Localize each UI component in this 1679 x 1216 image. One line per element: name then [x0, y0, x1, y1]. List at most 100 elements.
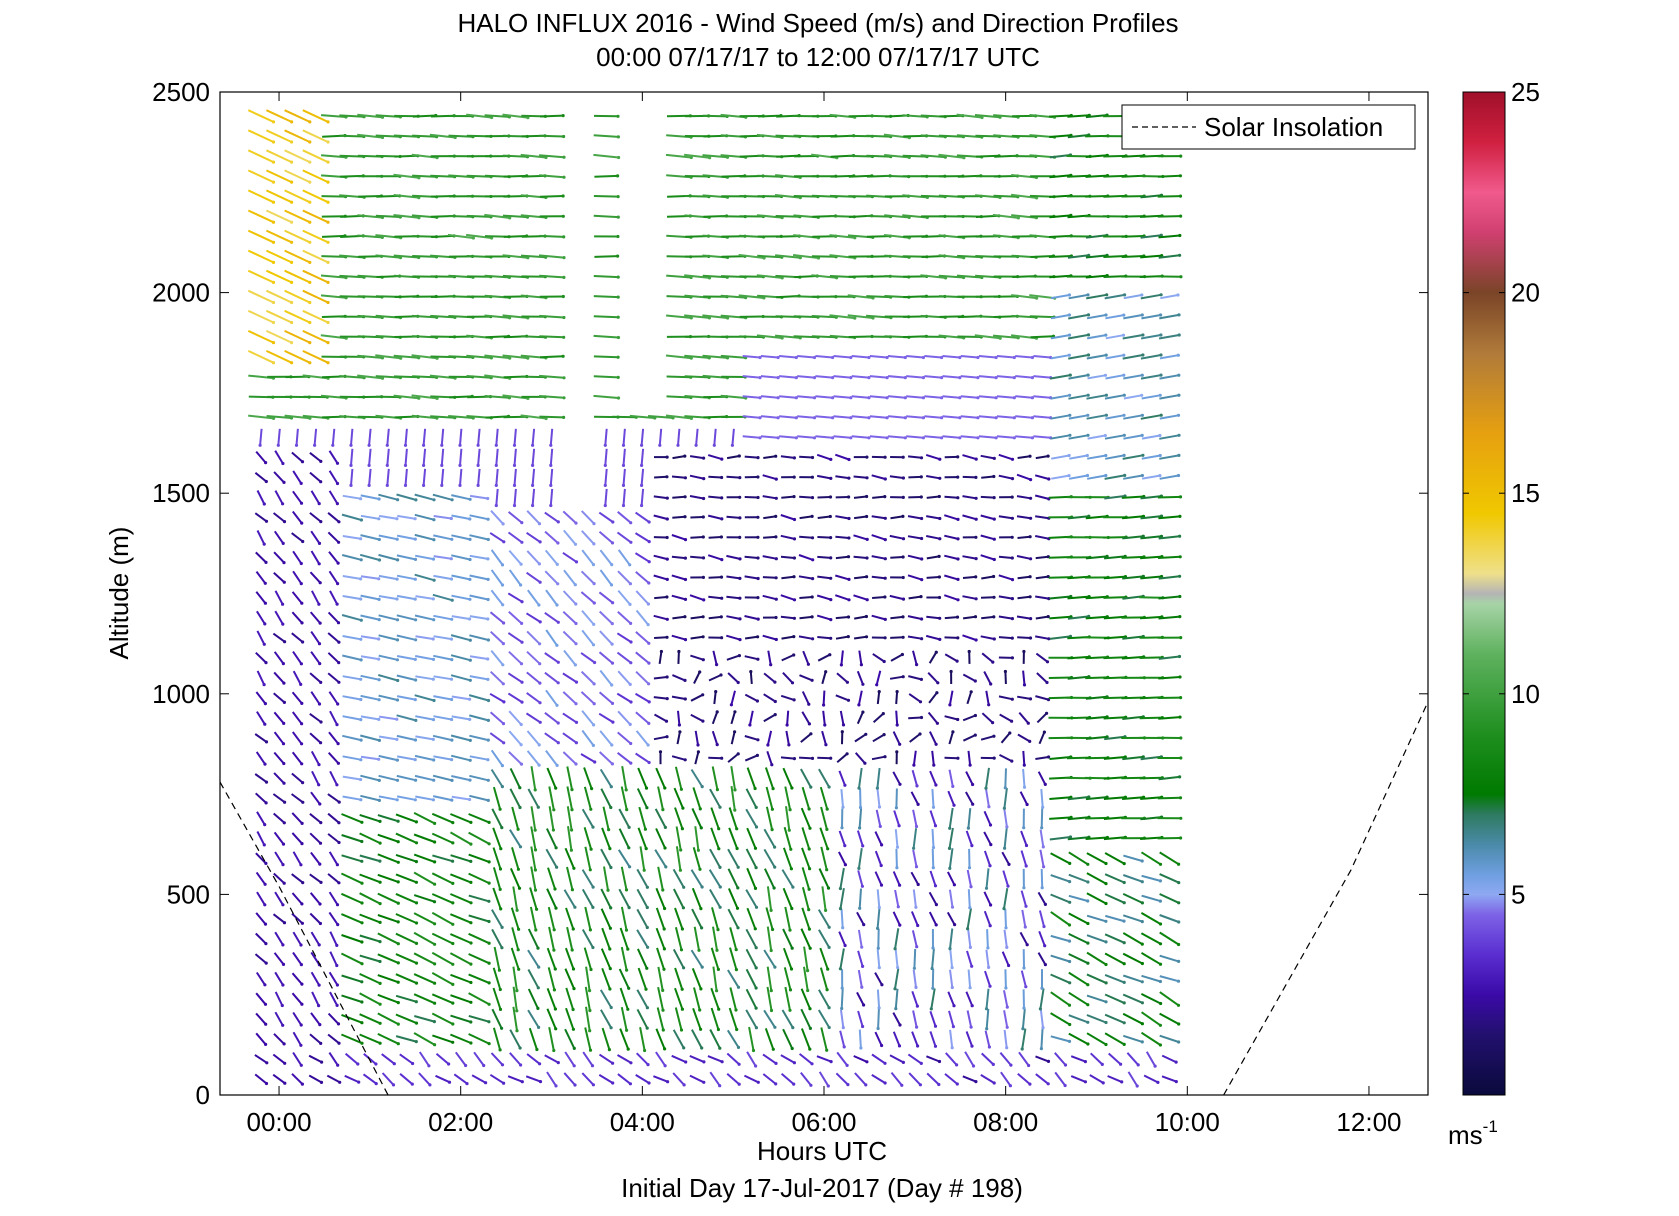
wind-barb — [292, 931, 302, 946]
wind-barb-head — [1004, 926, 1008, 930]
wind-barb-head — [756, 475, 760, 479]
wind-barb — [265, 269, 293, 284]
wind-barb — [709, 788, 721, 808]
wind-barb — [1161, 1075, 1177, 1083]
wind-barb-head — [808, 1007, 812, 1011]
wind-barb-head — [948, 866, 952, 871]
wind-barb-head — [807, 847, 811, 851]
wind-barb-head — [976, 355, 980, 360]
wind-barb — [429, 133, 456, 139]
wind-barb-head — [901, 615, 905, 619]
wind-barb-head — [326, 240, 330, 244]
wind-barb-head — [451, 1001, 455, 1005]
wind-barb — [1050, 954, 1070, 963]
wind-barb-head — [498, 807, 502, 811]
wind-barb-head — [290, 220, 294, 224]
wind-barb-head — [1178, 555, 1182, 559]
wind-barb-head — [811, 577, 815, 581]
wind-barb-head — [1086, 899, 1090, 903]
wind-barb-head — [774, 1082, 778, 1086]
wind-barb-head — [610, 683, 614, 687]
wind-barb — [329, 951, 338, 966]
wind-barb — [368, 468, 372, 486]
wind-barb — [1140, 374, 1162, 380]
wind-barb-head — [992, 1081, 996, 1085]
wind-barb — [926, 1055, 940, 1063]
wind-barb-head — [1104, 962, 1108, 967]
wind-barb — [983, 891, 992, 906]
wind-barb — [1158, 595, 1180, 600]
wind-barb — [341, 1013, 363, 1024]
wind-barb — [980, 534, 995, 541]
wind-barb — [450, 754, 471, 762]
wind-barb — [539, 395, 565, 399]
wind-barb-head — [377, 558, 382, 562]
wind-barb — [393, 194, 419, 199]
wind-barb-head — [680, 927, 685, 931]
wind-barb-head — [378, 920, 382, 925]
wind-barb-head — [468, 797, 472, 802]
wind-barb-head — [264, 942, 268, 946]
wind-barb — [656, 947, 665, 970]
wind-barb — [1103, 656, 1126, 660]
wind-barb — [342, 575, 361, 580]
wind-barb-head — [336, 702, 340, 706]
wind-barb — [1069, 454, 1088, 460]
wind-barb-head — [520, 640, 524, 644]
wind-barb-head — [807, 908, 811, 912]
wind-barb — [1159, 313, 1180, 320]
wind-barb-head — [308, 120, 312, 124]
wind-barb-head — [628, 682, 632, 687]
wind-barb-head — [857, 786, 861, 790]
wind-barb — [1050, 434, 1071, 440]
wind-barb — [694, 826, 700, 851]
wind-barb — [1159, 1012, 1180, 1025]
wind-barb-head — [1120, 1080, 1124, 1084]
wind-barb — [620, 906, 628, 931]
wind-barb — [817, 1009, 831, 1029]
wind-barb — [781, 635, 794, 640]
wind-barb-head — [733, 788, 737, 792]
wind-barb — [491, 928, 503, 949]
wind-barb-head — [989, 682, 993, 686]
wind-barb-head — [538, 701, 542, 705]
wind-barb — [763, 949, 776, 968]
wind-barb — [378, 634, 398, 641]
wind-barb — [331, 428, 336, 446]
wind-barb-head — [359, 518, 363, 522]
wind-barb-head — [973, 679, 977, 683]
wind-barb — [738, 253, 765, 259]
wind-barb-head — [938, 457, 942, 461]
wind-barb — [255, 551, 267, 564]
wind-barb — [492, 867, 502, 890]
wind-barb-head — [976, 416, 980, 420]
wind-barb-head — [825, 807, 829, 811]
wind-barb-head — [912, 966, 917, 970]
wind-barb-head — [414, 901, 419, 905]
wind-barb — [291, 451, 304, 463]
wind-barb — [302, 249, 329, 264]
wind-barb-head — [678, 730, 682, 734]
wind-barb — [798, 554, 814, 561]
wind-barb-head — [536, 805, 540, 809]
wind-barb-head — [1028, 454, 1032, 458]
wind-barb — [799, 596, 813, 599]
wind-barb-head — [433, 1001, 437, 1005]
wind-barb-head — [1041, 845, 1045, 849]
wind-barb — [256, 530, 266, 545]
wind-barb — [948, 1010, 955, 1027]
wind-barb — [1104, 495, 1126, 500]
wind-barb — [274, 851, 284, 866]
wind-barb-head — [715, 743, 719, 747]
wind-barb — [328, 570, 339, 585]
wind-barb — [320, 334, 347, 340]
wind-barb — [1158, 775, 1180, 781]
wind-barb-head — [621, 463, 626, 467]
wind-barb — [947, 790, 955, 806]
wind-barb-head — [1068, 861, 1072, 866]
wind-barb — [341, 513, 362, 521]
wind-barb-head — [450, 798, 454, 802]
wind-barb — [247, 309, 274, 324]
wind-barb — [526, 730, 540, 746]
